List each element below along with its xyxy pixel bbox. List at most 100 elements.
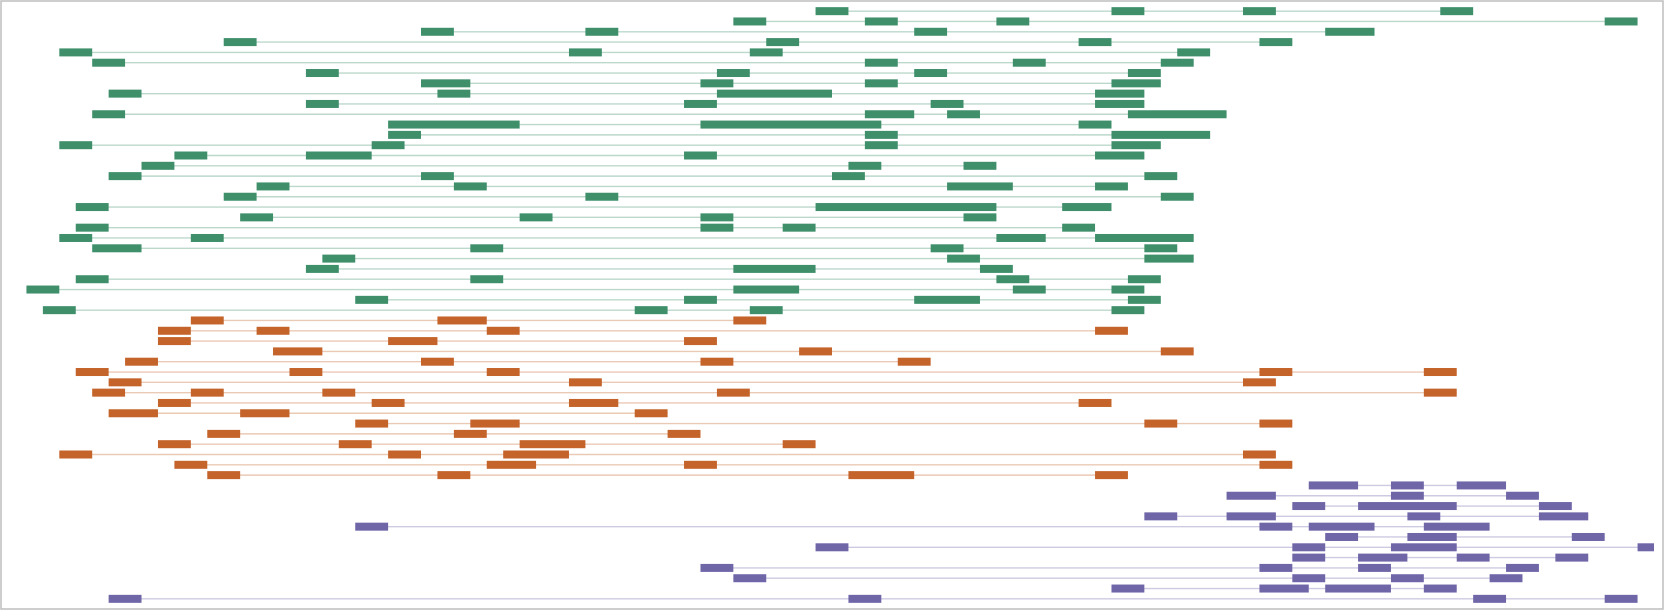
task-row [815,7,1474,16]
task-segment-bar [92,110,126,119]
task-segment-bar [108,172,142,181]
task-segment-bar [305,151,372,160]
task-segment-bar [914,69,948,78]
task-segment-bar [1259,460,1293,469]
task-segment-bar [240,213,274,222]
task-segment-bar [1012,285,1046,294]
task-segment-bar [59,233,93,242]
task-row [157,440,816,449]
task-segment-bar [634,306,668,315]
task-row [733,574,1523,583]
task-segment-bar [947,254,980,263]
task-segment-bar [585,27,619,36]
task-segment-bar [256,326,290,335]
task-segment-bar [996,275,1030,284]
task-segment-bar [453,182,487,191]
task-segment-bar [979,264,1013,273]
task-row [1292,502,1572,511]
task-segment-bar [864,141,898,150]
task-segment-bar [174,151,208,160]
task-segment-bar [782,440,816,449]
task-segment-bar [108,378,142,387]
task-segment-bar [322,254,356,263]
task-row [108,172,1178,181]
task-segment-bar [1604,17,1638,26]
task-row [174,151,1145,160]
task-segment-bar [1095,233,1194,242]
task-row [92,244,1178,253]
task-segment-bar [1160,347,1194,356]
task-segment-bar [914,27,948,36]
task-segment-bar [1308,522,1375,531]
task-segment-bar [1506,563,1539,572]
task-segment-bar [684,99,717,108]
task-segment-bar [1555,553,1589,562]
task-segment-bar [897,357,931,366]
task-segment-bar [684,151,717,160]
task-segment-bar [322,388,356,397]
task-segment-bar [1407,532,1457,541]
task-row [75,368,1457,377]
task-segment-bar [1292,553,1326,562]
task-segment-bar [1325,584,1391,593]
task-segment-bar [1078,398,1112,407]
bars-layer [26,7,1654,603]
task-segment-bar [963,213,997,222]
task-segment-bar [1111,306,1145,315]
task-segment-bar [848,594,882,603]
task-segment-bar [305,264,339,273]
task-segment-bar [1243,7,1276,16]
task-segment-bar [1637,543,1654,552]
task-segment-bar [108,89,142,98]
task-segment-bar [766,38,800,47]
task-segment-bar [1144,512,1178,521]
task-segment-bar [92,58,126,67]
task-segment-bar [1095,151,1145,160]
task-segment-bar [733,316,767,325]
task-segment-bar [1292,502,1326,511]
task-segment-bar [1292,543,1326,552]
task-segment-bar [371,398,405,407]
task-segment-bar [930,244,964,253]
task-segment-bar [1538,512,1589,521]
task-row [421,79,1161,88]
task-segment-bar [355,522,389,531]
task-segment-bar [437,471,471,480]
task-segment-bar [1538,502,1572,511]
task-segment-bar [996,17,1030,26]
task-segment-bar [749,48,783,57]
task-segment-bar [963,161,997,170]
task-segment-bar [799,347,832,356]
task-segment-bar [733,574,767,583]
task-segment-bar [1506,491,1539,500]
task-segment-bar [749,306,783,315]
task-segment-bar [700,79,734,88]
task-segment-bar [223,192,257,201]
task-segment-bar [305,99,339,108]
task-segment-bar [157,337,191,346]
task-segment-bar [947,182,1013,191]
task-row [59,450,1276,459]
task-row [75,203,1112,212]
task-segment-bar [864,58,898,67]
task-segment-bar [190,316,224,325]
task-segment-bar [864,110,915,119]
task-segment-bar [388,337,438,346]
task-segment-bar [437,89,471,98]
task-segment-bar [1078,120,1112,129]
task-segment-bar [1226,491,1276,500]
task-segment-bar [486,326,520,335]
task-segment-bar [1390,574,1424,583]
task-segment-bar [207,471,241,480]
task-segment-bar [437,316,487,325]
task-segment-bar [371,141,405,150]
task-row [733,17,1638,26]
task-segment-bar [1456,481,1507,490]
task-row [1144,512,1589,521]
task-segment-bar [207,429,241,438]
task-segment-bar [1160,192,1194,201]
task-segment-bar [1604,594,1638,603]
task-row [305,99,1145,108]
task-segment-bar [503,450,569,459]
task-segment-bar [305,69,339,78]
